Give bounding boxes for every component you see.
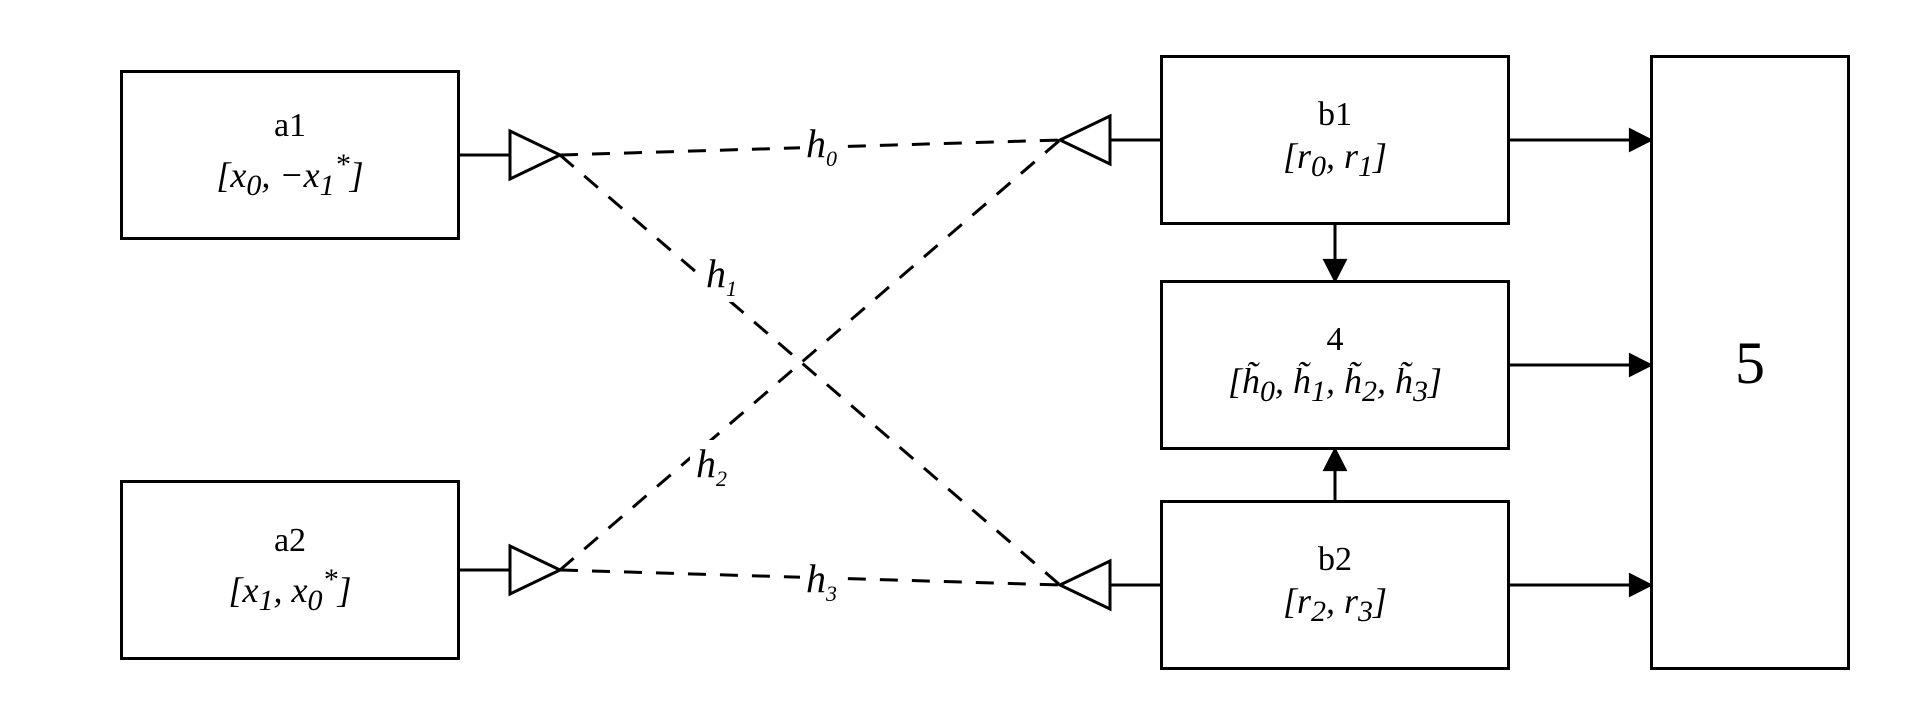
node-5-label: 5 (1735, 327, 1765, 399)
node-a2: a2 [x1, x0*] (120, 480, 460, 660)
node-a1: a1 [x0, −x1*] (120, 70, 460, 240)
channel-label: h1 (700, 250, 743, 302)
channel-label: h3 (800, 555, 843, 607)
node-4-label: 4 (1327, 320, 1344, 361)
diagram-canvas: a1 [x0, −x1*] a2 [x1, x0*] b1 [r0, r1] 4… (0, 0, 1928, 728)
node-b2-label: b2 (1318, 540, 1352, 581)
channel-label: h0 (800, 120, 843, 172)
node-b1: b1 [r0, r1] (1160, 55, 1510, 225)
channel-label: h2 (690, 440, 733, 492)
node-a2-label: a2 (274, 521, 306, 562)
node-b1-label: b1 (1318, 95, 1352, 136)
node-4: 4 [h̃0, h̃1, h̃2, h̃3] (1160, 280, 1510, 450)
node-b2-bracket: [r2, r3] (1283, 580, 1387, 630)
node-a2-bracket: [x1, x0*] (229, 562, 352, 619)
node-5: 5 (1650, 55, 1850, 670)
node-a1-bracket: [x0, −x1*] (216, 147, 363, 204)
node-a1-label: a1 (274, 106, 306, 147)
node-4-bracket: [h̃0, h̃1, h̃2, h̃3] (1228, 360, 1442, 410)
node-b1-bracket: [r0, r1] (1283, 135, 1387, 185)
node-b2: b2 [r2, r3] (1160, 500, 1510, 670)
